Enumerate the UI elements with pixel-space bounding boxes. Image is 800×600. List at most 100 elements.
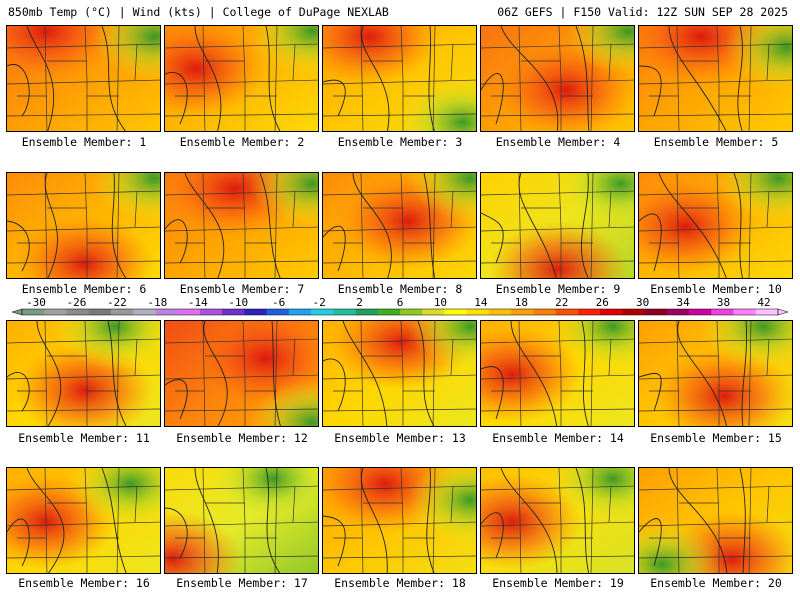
temperature-field	[7, 173, 160, 278]
colorbar-tick-label: -2	[312, 296, 325, 309]
ensemble-member-label: Ensemble Member: 2	[179, 135, 305, 149]
ensemble-member-label: Ensemble Member: 13	[334, 431, 466, 445]
ensemble-member-map	[480, 172, 635, 279]
colorbar-segment	[133, 309, 156, 315]
colorbar-segment	[666, 309, 690, 315]
ensemble-member-label: Ensemble Member: 7	[179, 282, 305, 296]
ensemble-member-label: Ensemble Member: 16	[18, 576, 150, 590]
ensemble-member-label: Ensemble Member: 9	[495, 282, 621, 296]
colorbar-tick-label: 18	[515, 296, 528, 309]
colorbar-segment	[644, 309, 668, 315]
ensemble-member-map	[480, 467, 635, 574]
temperature-colorbar: -30 -26 -22 -18 -14 -10 -6 -2 2 6 10 14 18 22 26 30 34 38…	[12, 296, 788, 316]
ensemble-member-label: Ensemble Member: 14	[492, 431, 624, 445]
temperature-field	[323, 26, 476, 131]
temperature-field	[481, 321, 634, 426]
colorbar-tick-label: -14	[188, 296, 208, 309]
ensemble-member-map	[164, 320, 319, 427]
ensemble-member-label: Ensemble Member: 4	[495, 135, 621, 149]
ensemble-member-map	[638, 172, 793, 279]
colorbar-segment	[377, 309, 401, 315]
colorbar-segment	[88, 309, 112, 315]
colorbar-segment	[311, 309, 334, 315]
colorbar-segment	[44, 309, 67, 315]
colorbar-segment	[466, 309, 490, 315]
ensemble-member-map	[6, 320, 161, 427]
colorbar-tick-label: 26	[596, 296, 609, 309]
ensemble-member-map	[638, 320, 793, 427]
colorbar-segment	[689, 309, 712, 315]
ensemble-member-label: Ensemble Member: 18	[334, 576, 466, 590]
ensemble-member-map	[6, 467, 161, 574]
ensemble-member-label: Ensemble Member: 19	[492, 576, 624, 590]
ensemble-member-map	[322, 172, 477, 279]
colorbar-tick-label: -10	[228, 296, 248, 309]
colorbar-segment	[400, 309, 423, 315]
ensemble-member-map	[322, 467, 477, 574]
colorbar-segment	[511, 309, 534, 315]
ensemble-member-label: Ensemble Member: 15	[650, 431, 782, 445]
colorbar-segment	[577, 309, 601, 315]
temperature-field	[7, 468, 160, 573]
ensemble-member-label: Ensemble Member: 5	[653, 135, 779, 149]
ensemble-member-label: Ensemble Member: 6	[21, 282, 147, 296]
colorbar-segment	[533, 309, 556, 315]
temperature-field	[481, 173, 634, 278]
ensemble-member-label: Ensemble Member: 20	[650, 576, 782, 590]
temperature-field	[323, 173, 476, 278]
ensemble-member-map	[322, 25, 477, 132]
colorbar-segment	[733, 309, 757, 315]
temperature-field	[7, 26, 160, 131]
colorbar-segment	[355, 309, 379, 315]
temperature-field	[7, 321, 160, 426]
ensemble-member-map	[638, 467, 793, 574]
colorbar-right-arrow	[777, 308, 788, 316]
temperature-field	[639, 173, 792, 278]
colorbar-segment	[333, 309, 356, 315]
ensemble-member-label: Ensemble Member: 8	[337, 282, 463, 296]
colorbar-tick-label: -26	[67, 296, 87, 309]
temperature-field	[639, 26, 792, 131]
temperature-field	[323, 468, 476, 573]
ensemble-member-map	[322, 320, 477, 427]
colorbar-tick-label: 42	[757, 296, 770, 309]
temperature-field	[481, 26, 634, 131]
ensemble-member-label: Ensemble Member: 17	[176, 576, 308, 590]
temperature-field	[639, 468, 792, 573]
colorbar-tick-label: 10	[434, 296, 447, 309]
ensemble-member-map	[6, 25, 161, 132]
product-title: 850mb Temp (°C) | Wind (kts) | College o…	[8, 5, 389, 19]
colorbar-segment	[444, 309, 468, 315]
colorbar-segment	[622, 309, 645, 315]
ensemble-member-map	[164, 467, 319, 574]
ensemble-member-map	[480, 320, 635, 427]
colorbar-tick-label: 34	[676, 296, 690, 309]
temperature-field	[165, 173, 318, 278]
colorbar-segment	[488, 309, 512, 315]
ensemble-member-map	[480, 25, 635, 132]
ensemble-member-map	[638, 25, 793, 132]
colorbar-tick-label: 38	[717, 296, 730, 309]
colorbar-tick-label: 22	[555, 296, 568, 309]
colorbar-segment	[110, 309, 134, 315]
temperature-field	[165, 26, 318, 131]
colorbar-tick-label: 6	[397, 296, 404, 309]
colorbar-segment	[755, 309, 779, 315]
ensemble-member-label: Ensemble Member: 10	[650, 282, 782, 296]
colorbar-segment	[288, 309, 312, 315]
colorbar-segment	[711, 309, 734, 315]
ensemble-member-label: Ensemble Member: 1	[21, 135, 147, 149]
colorbar-segment	[155, 309, 178, 315]
colorbar-tick-label: -18	[147, 296, 167, 309]
colorbar-segment	[222, 309, 245, 315]
colorbar-tick-label: 14	[474, 296, 488, 309]
colorbar-tick-label: 30	[636, 296, 649, 309]
ensemble-member-label: Ensemble Member: 11	[18, 431, 150, 445]
temperature-field	[481, 468, 634, 573]
colorbar-segment	[555, 309, 579, 315]
colorbar-segment	[244, 309, 267, 315]
colorbar-segment	[266, 309, 290, 315]
temperature-field	[323, 321, 476, 426]
colorbar-segment	[600, 309, 623, 315]
ensemble-member-label: Ensemble Member: 3	[337, 135, 463, 149]
